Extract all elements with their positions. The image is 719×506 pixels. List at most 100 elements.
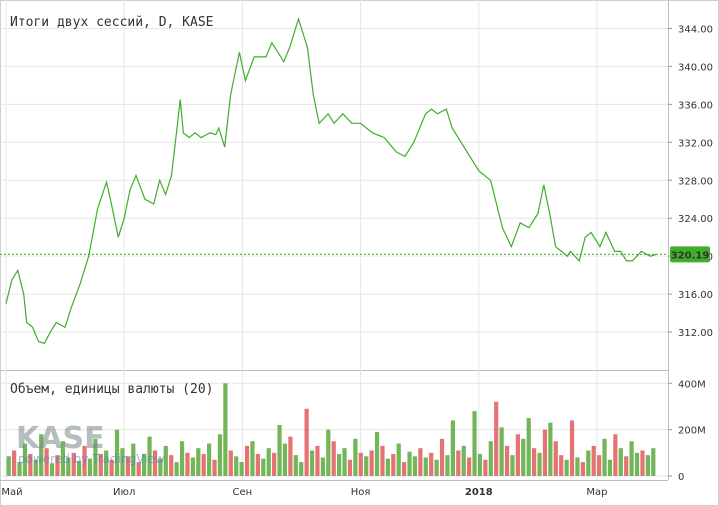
volume-bar [98,453,103,476]
volume-bar [380,445,385,476]
volume-bar [136,462,141,476]
price-line-layer [0,16,668,345]
volume-bar [385,458,390,476]
volume-bar [439,438,445,476]
volume-bar [569,420,575,476]
volume-bar [353,438,358,476]
volume-bar [526,418,531,476]
x-tick-label: 2018 [465,487,493,498]
volume-bar [494,401,499,476]
volume-bar [255,453,260,476]
volume-bar [104,450,109,476]
volume-bar [402,462,407,476]
volume-bar [634,452,640,476]
price-tick-label: 340.00 [678,62,713,73]
volume-bar [299,462,304,476]
volume-bar [152,450,158,476]
volume-panel-title: Объем, единицы валюты (20) [10,382,214,397]
volume-bar [445,455,450,476]
x-tick-label: Ноя [351,487,371,498]
volume-bar [429,452,434,476]
volume-bar [618,448,623,476]
volume-bar [477,453,483,476]
volume-bar [450,420,455,476]
volume-bar [293,455,298,476]
volume-bar [109,459,114,476]
volume-bar [320,457,325,476]
volume-bar [6,456,11,476]
volume-bar [515,434,520,476]
volume-bar [499,427,504,476]
price-series-line [5,16,657,345]
volume-bar [407,451,412,476]
volume-bar [586,450,591,476]
volume-bar [472,411,477,476]
volume-bar [277,425,282,476]
last-price-label: 320.19 [670,246,710,263]
volume-y-axis: 0 200M 400M [668,379,706,483]
volume-bar [142,453,147,476]
volume-bar [44,448,49,476]
volume-bar [272,452,277,476]
volume-bar [39,434,44,476]
volume-bar [412,456,418,476]
price-panel-title: Итоги двух сессий, D, KASE [10,15,214,30]
grid-layer [0,0,668,480]
x-tick-label: Сен [233,487,253,498]
volume-bar [553,441,558,476]
volume-bar [521,438,526,476]
volume-bar [580,462,585,476]
volume-bar [510,455,515,476]
price-tick-label: 332.00 [678,138,713,149]
volume-bar [228,450,233,476]
volume-bar [640,450,645,476]
volume-bar [288,436,293,476]
volume-bar [488,441,493,476]
volume-bar [77,460,82,476]
price-tick-label: 312.00 [678,328,713,339]
volume-bar [548,422,553,476]
volume-bar [347,459,353,476]
volume-bar [125,456,130,476]
kase-watermark: KASE powered by TradingView [16,421,165,466]
volume-tick-label: 0 [678,472,684,483]
volume-bar [358,452,363,476]
volume-bar [364,456,369,476]
price-y-axis: 312.00316.00320.00324.00328.00332.00336.… [668,24,713,339]
volume-bar [423,457,428,476]
volume-bar [467,457,472,476]
volume-bar [49,463,55,476]
volume-bar [71,452,76,476]
volume-bar [28,453,33,476]
price-tick-label: 336.00 [678,100,713,111]
volume-bar [597,455,602,476]
volume-bar [607,459,613,476]
volume-bar [374,431,380,476]
volume-bar [304,408,309,476]
volume-bar [234,456,239,476]
volume-bar [326,429,331,476]
volume-bar [179,441,185,476]
last-price-value: 320.19 [671,250,710,261]
volume-bar [613,434,618,476]
volume-bar [369,450,374,476]
volume-bar [82,445,87,476]
volume-bar [391,453,396,476]
x-tick-label: Мар [586,487,607,498]
volume-bars [6,383,656,476]
volume-bar [537,452,542,476]
volume-tick-label: 200M [678,426,706,437]
volume-bar [342,448,347,476]
volume-bar [147,436,152,476]
volume-bar [22,443,28,476]
volume-bar [217,434,223,476]
volume-bar [564,459,569,476]
volume-bar [244,445,250,476]
volume-bar [456,450,461,476]
volume-bar [266,448,271,476]
volume-bar [169,455,174,476]
x-axis: Май Июл Сен Ноя 2018 Мар [1,487,607,498]
volume-bar [315,445,320,476]
